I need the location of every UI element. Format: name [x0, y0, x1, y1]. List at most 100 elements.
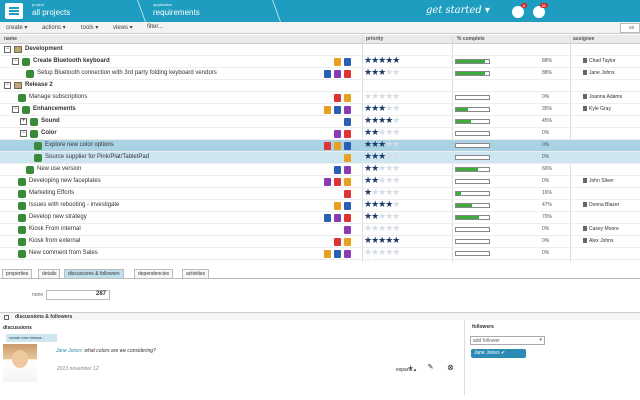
table-row[interactable]: − Enhancements ★★★★★ 35% Kyle Gray	[0, 104, 640, 116]
row-name[interactable]: Developing new faceplates	[29, 178, 101, 184]
tools-menu[interactable]: tools ▾	[81, 25, 99, 31]
table-row[interactable]: New comment from Sales ★★★★★ 0%	[0, 248, 640, 260]
collapse-icon[interactable]: −	[12, 58, 19, 65]
assignee[interactable]: Casey Moore	[583, 226, 619, 232]
status-badge[interactable]	[344, 238, 351, 246]
edit-icon[interactable]: ✎	[427, 364, 434, 371]
section-header[interactable]: discussions & followers	[0, 312, 640, 320]
table-row[interactable]: Kiosk From internal ★★★★★ 0% Casey Moore	[0, 224, 640, 236]
collapse-icon[interactable]: −	[12, 106, 19, 113]
collapse-icon[interactable]	[4, 315, 9, 320]
priority-stars[interactable]: ★★★★★	[364, 248, 400, 258]
status-badge[interactable]	[344, 202, 351, 210]
priority-stars[interactable]: ★★★★★	[364, 116, 400, 126]
table-row[interactable]: Kiosk from external ★★★★★ 0% Alex Johns	[0, 236, 640, 248]
tab-properties[interactable]: properties	[2, 269, 33, 279]
row-name[interactable]: Create Bluetooth keyboard	[33, 58, 110, 64]
status-badge[interactable]	[324, 214, 331, 222]
status-badge[interactable]	[344, 142, 351, 150]
table-row[interactable]: + Sound ★★★★★ 45%	[0, 116, 640, 128]
table-row[interactable]: Explore new color options ★★★★★ 0%	[0, 140, 640, 152]
priority-stars[interactable]: ★★★★★	[364, 200, 400, 210]
row-name[interactable]: Kiosk from external	[29, 238, 81, 244]
table-row[interactable]: − Development	[0, 44, 640, 56]
assignee[interactable]: John Silver	[583, 178, 614, 184]
create-message-button[interactable]: create new messa...	[6, 334, 57, 342]
project-breadcrumb[interactable]: project all projects	[32, 2, 70, 17]
priority-stars[interactable]: ★★★★★	[364, 128, 400, 138]
status-badge[interactable]	[344, 130, 351, 138]
tab-activities[interactable]: activities	[182, 269, 210, 279]
message-author[interactable]: Jane Jones:	[56, 348, 83, 354]
assignee[interactable]: Donna Blazer	[583, 202, 619, 208]
row-name[interactable]: Development	[25, 46, 63, 52]
priority-stars[interactable]: ★★★★★	[364, 68, 400, 78]
expand-button[interactable]: expand ▴	[396, 367, 417, 373]
row-name[interactable]: Marketing Efforts	[29, 190, 75, 196]
follower-badge[interactable]: Jane Jones ✔	[471, 349, 526, 358]
search-input[interactable]: se	[620, 23, 640, 33]
tab-details[interactable]: details	[38, 269, 61, 279]
status-badge[interactable]	[344, 94, 351, 102]
priority-stars[interactable]: ★★★★★	[364, 236, 400, 246]
row-name[interactable]: Enhancements	[33, 106, 76, 112]
status-badge[interactable]	[334, 202, 341, 210]
status-badge[interactable]	[324, 142, 331, 150]
priority-stars[interactable]: ★★★★★	[364, 212, 400, 222]
status-badge[interactable]	[334, 178, 341, 186]
status-badge[interactable]	[334, 214, 341, 222]
priority-stars[interactable]: ★★★★★	[364, 188, 400, 198]
row-name[interactable]: Issues with rebooting - investigate	[29, 202, 120, 208]
priority-stars[interactable]: ★★★★★	[364, 164, 400, 174]
notification-icon[interactable]: 2	[512, 3, 527, 18]
assignee[interactable]: Joanna Adams	[583, 94, 622, 100]
priority-stars[interactable]: ★★★★★	[364, 176, 400, 186]
collapse-icon[interactable]: −	[4, 46, 11, 53]
row-name[interactable]: Setup Bluetooth connection with 3rd part…	[37, 70, 217, 76]
priority-stars[interactable]: ★★★★★	[364, 140, 400, 150]
status-badge[interactable]	[334, 58, 341, 66]
assignee[interactable]: Jane Johns	[583, 70, 615, 76]
table-row[interactable]: New use version ★★★★★ 66%	[0, 164, 640, 176]
expand-icon[interactable]: +	[20, 118, 27, 125]
status-badge[interactable]	[334, 238, 341, 246]
status-badge[interactable]	[324, 70, 331, 78]
status-badge[interactable]	[334, 94, 341, 102]
row-name[interactable]: Develop new strategy	[29, 214, 87, 220]
tab-discussions-followers[interactable]: discussions & followers	[64, 269, 124, 279]
status-badge[interactable]	[334, 130, 341, 138]
column-percent-complete[interactable]: % complete	[457, 36, 485, 42]
table-row[interactable]: Manage subscriptions ★★★★★ 0% Joanna Adams	[0, 92, 640, 104]
menu-icon[interactable]	[5, 3, 23, 19]
status-badge[interactable]	[344, 154, 351, 162]
priority-stars[interactable]: ★★★★★	[364, 104, 400, 114]
status-badge[interactable]	[344, 178, 351, 186]
column-assignee[interactable]: assignee	[573, 36, 595, 42]
id-field[interactable]: 287	[46, 290, 110, 300]
assignee[interactable]: Chad Taylor	[583, 58, 616, 64]
priority-stars[interactable]: ★★★★★	[364, 56, 400, 66]
status-badge[interactable]	[344, 58, 351, 66]
row-name[interactable]: Manage subscriptions	[29, 94, 88, 100]
assignee[interactable]: Alex Johns	[583, 238, 613, 244]
row-name[interactable]: Source supplier for Pink/Plat/TabletPad	[45, 154, 150, 160]
table-row[interactable]: Marketing Efforts ★★★★★ 16%	[0, 188, 640, 200]
collapse-icon[interactable]: −	[4, 82, 11, 89]
status-badge[interactable]	[344, 118, 351, 126]
views-menu[interactable]: views ▾	[113, 25, 133, 31]
table-row[interactable]: Setup Bluetooth connection with 3rd part…	[0, 68, 640, 80]
status-badge[interactable]	[344, 214, 351, 222]
priority-stars[interactable]: ★★★★★	[364, 260, 400, 262]
table-row[interactable]: How do I download updates?★★★★★0%	[0, 260, 640, 262]
status-badge[interactable]	[334, 250, 341, 258]
row-name[interactable]: Explore new color options	[45, 142, 114, 148]
status-badge[interactable]	[344, 70, 351, 78]
row-name[interactable]: Kiosk From internal	[29, 226, 81, 232]
status-badge[interactable]	[324, 178, 331, 186]
priority-stars[interactable]: ★★★★★	[364, 92, 400, 102]
table-row[interactable]: Source supplier for Pink/Plat/TabletPad ★…	[0, 152, 640, 164]
status-badge[interactable]	[324, 250, 331, 258]
column-name[interactable]: name	[4, 36, 18, 42]
status-badge[interactable]	[334, 106, 341, 114]
row-name[interactable]: New comment from Sales	[29, 250, 98, 256]
